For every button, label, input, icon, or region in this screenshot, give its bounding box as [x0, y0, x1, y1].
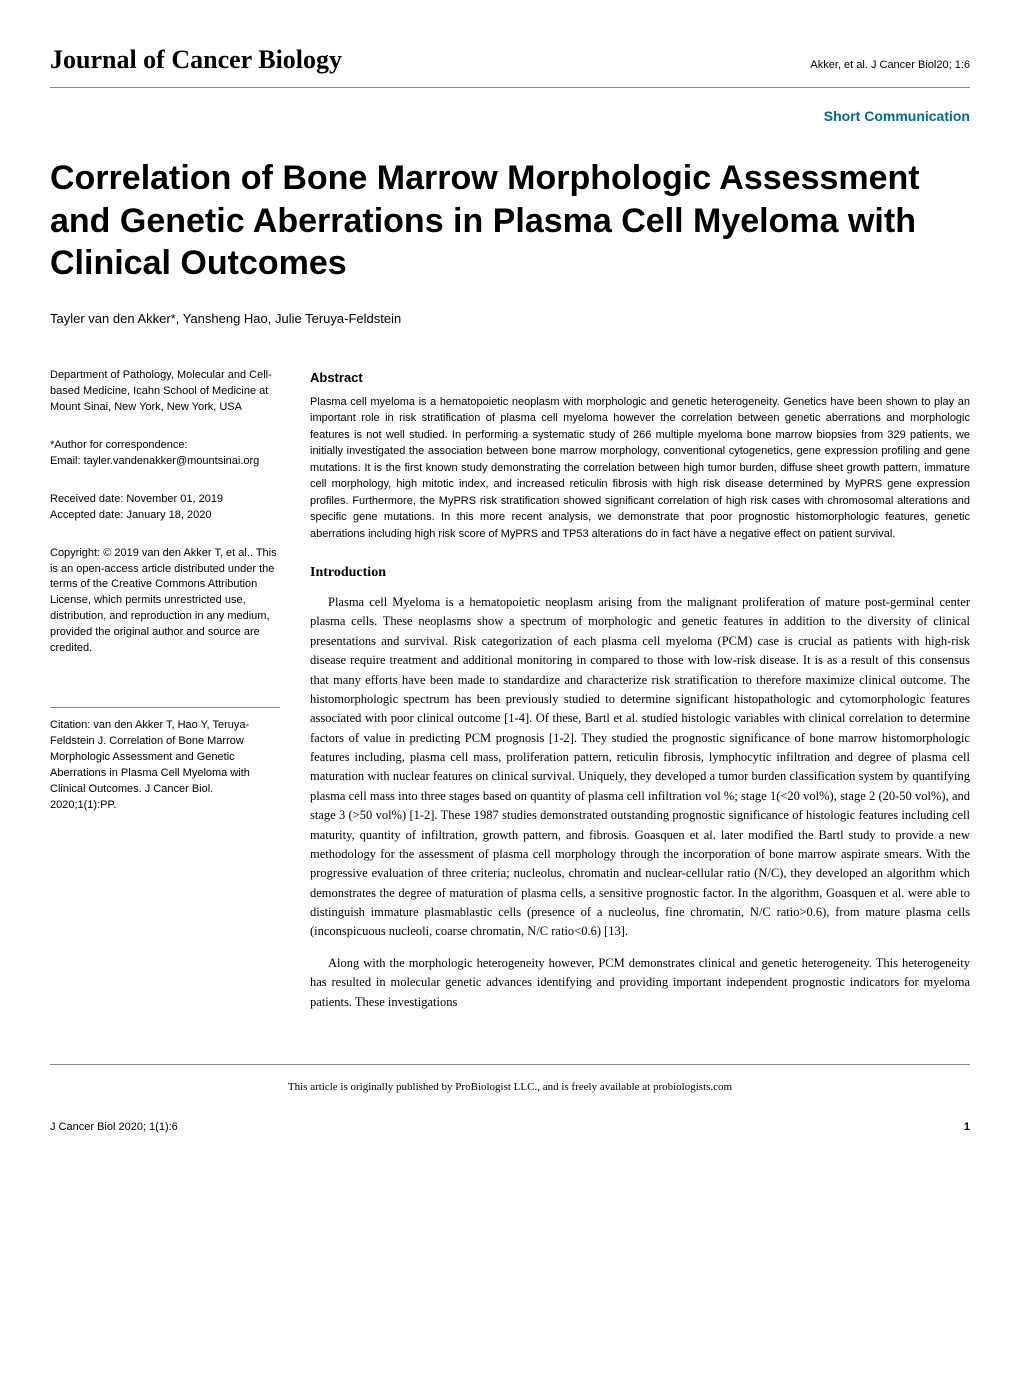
introduction-heading: Introduction — [310, 562, 970, 583]
abstract-text: Plasma cell myeloma is a hematopoietic n… — [310, 394, 970, 543]
footer-row: J Cancer Biol 2020; 1(1):6 1 — [50, 1119, 970, 1136]
top-rule — [50, 87, 970, 88]
footer: This article is originally published by … — [50, 1064, 970, 1136]
header-citation-issue: 20; 1:6 — [936, 59, 970, 71]
accepted-date: Accepted date: January 18, 2020 — [50, 508, 280, 524]
article-type: Short Communication — [50, 106, 970, 127]
header-row: Journal of Cancer Biology Akker, et al. … — [50, 40, 970, 79]
affiliation-block: Department of Pathology, Molecular and C… — [50, 368, 280, 416]
journal-name: Journal of Cancer Biology — [50, 40, 342, 79]
right-column: Abstract Plasma cell myeloma is a hemato… — [310, 368, 970, 1024]
received-date: Received date: November 01, 2019 — [50, 492, 280, 508]
intro-para-2: Along with the morphologic heterogeneity… — [310, 954, 970, 1012]
intro-para-1: Plasma cell Myeloma is a hematopoietic n… — [310, 593, 970, 942]
correspondence-email: Email: tayler.vandenakker@mountsinai.org — [50, 454, 280, 470]
authors-line: Tayler van den Akker*, Yansheng Hao, Jul… — [50, 309, 970, 329]
header-citation: Akker, et al. J Cancer Biol20; 1:6 — [810, 57, 970, 74]
dates-block: Received date: November 01, 2019 Accepte… — [50, 492, 280, 524]
citation-block: Citation: van den Akker T, Hao Y, Teruya… — [50, 707, 280, 814]
main-content: Department of Pathology, Molecular and C… — [50, 368, 970, 1024]
copyright-block: Copyright: © 2019 van den Akker T, et al… — [50, 546, 280, 658]
footer-citation: J Cancer Biol 2020; 1(1):6 — [50, 1119, 178, 1136]
correspondence-block: *Author for correspondence: Email: tayle… — [50, 438, 280, 470]
correspondence-label: *Author for correspondence: — [50, 438, 280, 454]
header-citation-journal: J Cancer Biol — [871, 59, 936, 71]
page-number: 1 — [964, 1119, 970, 1136]
left-column: Department of Pathology, Molecular and C… — [50, 368, 280, 1024]
article-title: Correlation of Bone Marrow Morphologic A… — [50, 157, 970, 285]
publisher-text: This article is originally published by … — [50, 1079, 970, 1096]
abstract-heading: Abstract — [310, 368, 970, 388]
header-citation-authors: Akker, et al. — [810, 59, 867, 71]
